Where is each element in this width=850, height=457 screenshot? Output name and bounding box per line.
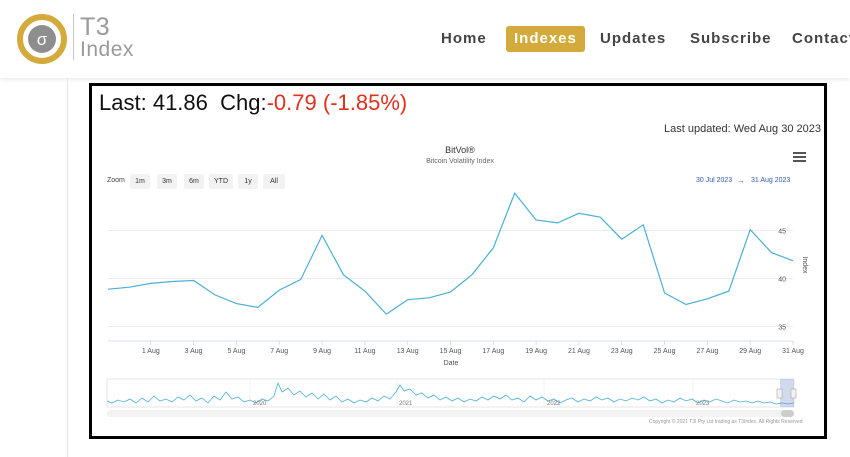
nav-contact[interactable]: Contact [792, 30, 850, 47]
nav-updates[interactable]: Updates [600, 30, 667, 47]
change-percent: (-1.85%) [322, 90, 408, 115]
last-updated: Last updated: Wed Aug 30 2023 [664, 123, 821, 135]
copyright-text: Copyright © 2021 T3I Pty Ltd trading as … [649, 419, 803, 425]
quote-line: Last: 41.86 Chg:-0.79 (-1.85%) [99, 90, 407, 116]
range-to-input[interactable]: 31 Aug 2023 [751, 177, 791, 184]
last-label: Last: [99, 90, 147, 115]
t3-logo-icon[interactable]: σ [16, 13, 68, 65]
change-value: -0.79 [266, 90, 317, 115]
content-area [67, 78, 850, 457]
zoom-1m-button[interactable]: 1m [130, 174, 150, 189]
zoom-all-button[interactable]: All [263, 174, 285, 189]
range-from-input[interactable]: 30 Jul 2023 [696, 177, 733, 184]
brand-name: T3 [80, 13, 111, 41]
nav-home[interactable]: Home [441, 30, 487, 47]
change-label: Chg: [220, 90, 267, 115]
last-value: 41.86 [152, 90, 208, 115]
nav-indexes[interactable]: Indexes [506, 26, 585, 52]
zoom-6m-button[interactable]: 6m [184, 174, 204, 189]
zoom-label: Zoom [107, 177, 125, 184]
site-header: σ T3 Index Home Indexes Updates Subscrib… [0, 0, 850, 78]
logo-sigma: σ [37, 30, 48, 49]
brand-subname: Index [80, 38, 134, 61]
chart-title: BitVol® [445, 145, 475, 155]
nav-subscribe[interactable]: Subscribe [690, 30, 772, 47]
zoom-ytd-button[interactable]: YTD [209, 174, 233, 189]
logo-divider [73, 14, 74, 60]
range-arrow: → [737, 176, 745, 185]
hamburger-menu-icon[interactable] [793, 152, 806, 162]
index-panel [89, 83, 827, 439]
zoom-1y-button[interactable]: 1y [238, 174, 258, 189]
chart-subtitle: Bitcoin Volatility Index [426, 158, 494, 165]
zoom-3m-button[interactable]: 3m [157, 174, 177, 189]
